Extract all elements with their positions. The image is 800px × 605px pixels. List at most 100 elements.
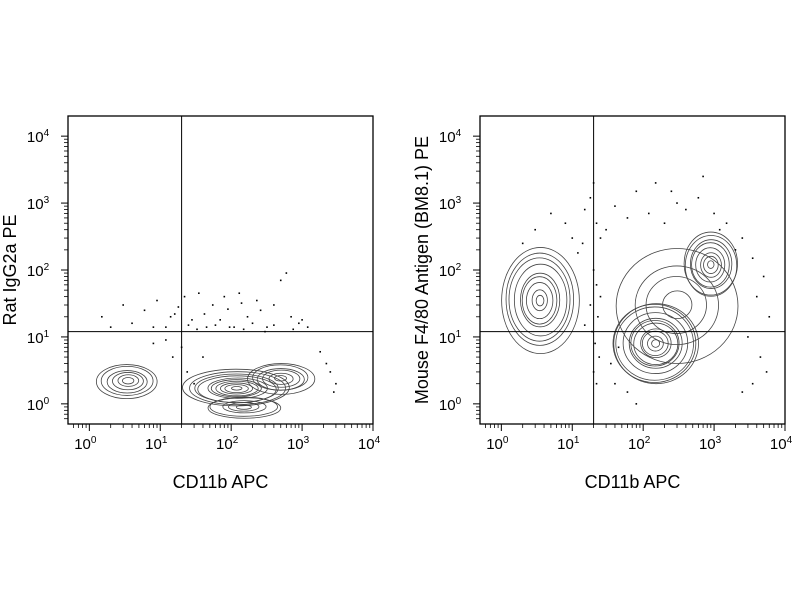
event-dot [635, 190, 638, 193]
event-dot [751, 257, 754, 260]
event-dot [335, 382, 337, 385]
plot-panel-2: 100 101 102 103 104 100 101 102 103 104 CD11b APC M… [412, 115, 793, 492]
y-tick-label: 102 [439, 262, 462, 280]
event-dot [765, 371, 768, 373]
event-dot [654, 182, 657, 184]
event-dot [534, 228, 536, 231]
x-tick-label: 104 [358, 435, 381, 453]
event-dot [198, 292, 200, 295]
event-dot [292, 328, 295, 331]
event-dot [219, 319, 221, 321]
contour-line [630, 320, 680, 367]
contour-line [106, 370, 148, 394]
event-dot [290, 315, 292, 318]
event-dot [583, 208, 586, 211]
x-tick-label: 100 [486, 435, 509, 453]
event-dot [595, 382, 598, 385]
event-dot [143, 309, 146, 312]
event-dot [301, 319, 303, 321]
event-dot [101, 315, 103, 318]
y-tick-label: 103 [27, 195, 50, 213]
contour-line [219, 382, 254, 395]
contour-line [634, 265, 719, 345]
y-tick-label: 103 [439, 195, 462, 213]
event-dot [177, 306, 180, 308]
event-dot [564, 222, 567, 225]
x-tick-label: 101 [145, 435, 168, 453]
event-dot [266, 326, 268, 328]
contour-line [684, 235, 738, 297]
event-dot [751, 382, 754, 385]
contour-line [210, 379, 262, 398]
contour-line [520, 272, 561, 328]
y-tick-label: 104 [439, 128, 462, 146]
event-dot [279, 279, 282, 282]
contour-line [700, 252, 722, 278]
event-dot [647, 212, 650, 215]
event-dot [202, 356, 204, 358]
event-dot [614, 205, 616, 207]
contour-line [535, 294, 545, 307]
event-dot [156, 299, 158, 302]
contour-line [703, 255, 719, 274]
contour-line [100, 366, 154, 396]
event-dot [233, 326, 235, 328]
event-dot [251, 322, 254, 325]
event-dot [741, 237, 744, 239]
y-tick-label: 100 [27, 396, 50, 414]
event-dot [635, 403, 638, 405]
event-dot [599, 295, 602, 298]
y-axis-label: Mouse F4/80 Antigen (BM8.1) PE [412, 136, 432, 404]
event-dot [214, 324, 217, 326]
event-dot [306, 326, 309, 328]
event-dot [747, 336, 749, 338]
contour-line [633, 322, 679, 366]
event-dot [577, 252, 579, 254]
event-dot [597, 315, 599, 318]
x-axis-label: CD11b APC [585, 472, 681, 492]
event-dot [131, 322, 133, 325]
x-tick-label: 100 [74, 435, 97, 453]
contour-line [690, 239, 733, 289]
event-dot [169, 315, 172, 318]
contour-line [613, 303, 699, 385]
event-dot [273, 324, 275, 326]
contour-line [640, 328, 672, 359]
event-dot [617, 346, 620, 349]
plot-area [501, 175, 771, 405]
event-dot [165, 326, 167, 328]
event-dot [242, 328, 245, 331]
x-tick-label: 104 [770, 435, 793, 453]
event-dot [762, 275, 765, 278]
contour-line [231, 386, 243, 391]
contour-line [628, 317, 683, 369]
x-tick-label: 102 [216, 435, 239, 453]
event-dot [187, 324, 190, 326]
event-dot [685, 208, 687, 211]
event-dot [583, 324, 586, 326]
contour-line [228, 402, 260, 412]
event-dot [205, 326, 208, 328]
event-dot [571, 237, 574, 239]
y-tick-label: 101 [439, 329, 462, 347]
contour-line [615, 306, 694, 381]
event-dot [228, 326, 231, 328]
event-dot [599, 237, 602, 239]
event-dot [152, 342, 155, 345]
event-dot [259, 309, 262, 312]
event-dot [697, 196, 700, 199]
event-dot [325, 362, 328, 365]
contour-line [112, 372, 144, 391]
event-dot [285, 272, 288, 274]
contour-line [531, 289, 548, 312]
event-dot [702, 175, 704, 178]
plot-panel-1: 100 101 102 103 104 100 101 102 103 104 CD11b APC R… [0, 115, 381, 492]
plot-area [95, 272, 337, 419]
contour-line [501, 247, 580, 355]
contour-line [262, 369, 301, 388]
contour-line [189, 371, 287, 406]
event-dot [610, 362, 612, 365]
contour-line [209, 396, 278, 417]
contour-line [645, 276, 707, 334]
